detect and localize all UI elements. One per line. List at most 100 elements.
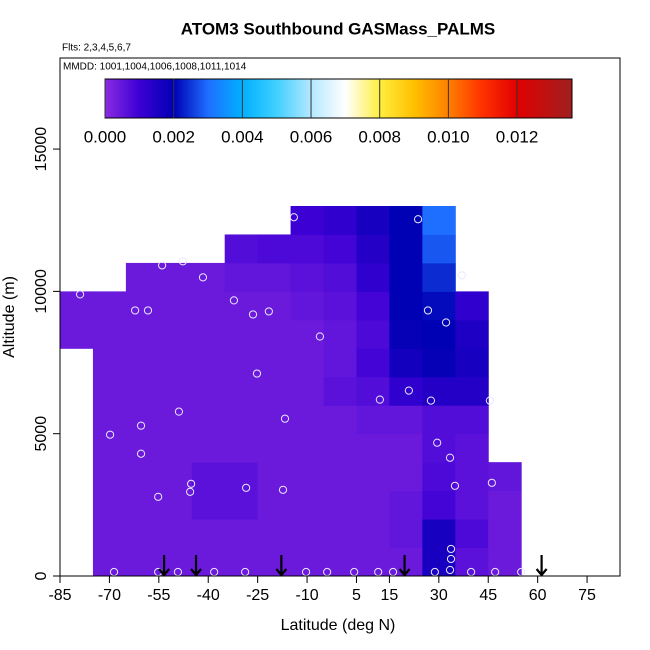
field-cell	[290, 348, 325, 378]
field-cell	[257, 433, 292, 463]
sample-point	[131, 306, 140, 315]
field-cell	[224, 433, 259, 463]
colorbar-tick-label: 0.006	[290, 127, 333, 146]
field-cell	[356, 462, 390, 492]
field-cell	[290, 433, 325, 463]
field-cell	[125, 376, 160, 406]
field-cell	[389, 234, 423, 264]
marker-arrow	[190, 555, 202, 577]
field-cell	[356, 348, 390, 378]
field-cell	[323, 547, 357, 577]
field-cell	[356, 262, 390, 292]
field-cell	[356, 405, 390, 435]
sample-point	[105, 430, 115, 439]
sample-point	[433, 438, 442, 447]
x-tick-label: 45	[479, 587, 497, 604]
field-cell	[92, 348, 127, 378]
field-cell	[455, 405, 489, 435]
field-cell	[455, 433, 489, 463]
sample-point	[198, 273, 208, 282]
field-cell	[92, 462, 127, 492]
field-cell	[455, 462, 489, 492]
field-cell	[224, 490, 259, 520]
colorbar-tick-label: 0.012	[496, 127, 539, 146]
field-cell	[191, 519, 226, 549]
field-cell	[455, 319, 489, 349]
sample-point	[446, 544, 456, 554]
field-cell	[158, 433, 193, 463]
x-tick-label: 60	[529, 587, 547, 604]
field-cell	[422, 206, 456, 235]
field-cell	[158, 462, 193, 492]
colorbar	[104, 78, 573, 119]
field-cell	[356, 433, 390, 463]
field-cell	[422, 462, 456, 492]
field-cell	[191, 376, 226, 406]
field-cell	[356, 234, 390, 264]
field-cell	[389, 348, 423, 378]
field-cell	[125, 348, 160, 378]
annotation: MMDD: 1001,1004,1006,1008,1011,1014	[63, 62, 247, 73]
field-cell	[389, 433, 423, 463]
sample-point	[441, 318, 451, 327]
y-tick-label: 0	[33, 571, 50, 580]
field-cell	[488, 547, 522, 577]
field-cell	[323, 319, 357, 349]
field-cell	[158, 319, 193, 349]
field-cell	[224, 348, 259, 378]
field-cell	[323, 348, 357, 378]
field-cell	[125, 490, 160, 520]
sample-point	[289, 213, 298, 222]
field-cell	[323, 291, 357, 321]
field-cell	[488, 462, 522, 492]
field-cell	[422, 405, 456, 435]
subtitle: Flts: 2,3,4,5,6,7	[62, 43, 131, 54]
field-cell	[389, 262, 423, 292]
field-cell	[422, 376, 456, 406]
field-cell	[158, 262, 193, 292]
x-tick-label: -25	[246, 587, 269, 604]
colorbar-tick-label: 0.000	[84, 127, 127, 146]
field-cell	[257, 234, 292, 264]
field-cell	[389, 376, 423, 406]
sample-point	[457, 271, 466, 280]
field-cell	[290, 490, 325, 520]
colorbar-tick-label: 0.004	[221, 127, 264, 146]
field-cell	[422, 262, 456, 292]
field-cell	[389, 291, 423, 321]
field-cell	[356, 376, 390, 406]
field-cell	[257, 490, 292, 520]
field-cell	[323, 234, 357, 264]
field-cell	[389, 405, 423, 435]
x-tick-label: 5	[352, 587, 361, 604]
field-cell	[422, 490, 456, 520]
field-cell	[455, 291, 489, 321]
field-cell	[488, 490, 522, 520]
field-cell	[389, 462, 423, 492]
y-axis-title: Altitude (m)	[1, 276, 18, 358]
sample-point	[446, 554, 456, 564]
sample-point	[423, 306, 433, 315]
field-cell	[158, 348, 193, 378]
field-cell	[224, 376, 259, 406]
y-tick-label: 10000	[33, 269, 50, 314]
x-tick-label: -85	[48, 587, 71, 604]
sample-point	[252, 369, 262, 378]
field-cell	[224, 519, 259, 549]
y-tick-label: 5000	[33, 416, 50, 452]
field-cell	[455, 376, 489, 406]
field-cell	[257, 291, 292, 321]
sample-point	[278, 485, 288, 494]
field-cell	[125, 262, 160, 292]
field-cell	[224, 262, 259, 292]
marker-arrow	[158, 555, 170, 577]
field-cell	[257, 519, 292, 549]
field-cell	[125, 519, 160, 549]
x-tick-label: -70	[98, 587, 121, 604]
field-cell	[323, 433, 357, 463]
field-cell	[125, 433, 160, 463]
field-cell	[125, 291, 160, 321]
sample-point	[404, 386, 413, 395]
sample-point	[280, 414, 290, 423]
field-cell	[92, 405, 127, 435]
